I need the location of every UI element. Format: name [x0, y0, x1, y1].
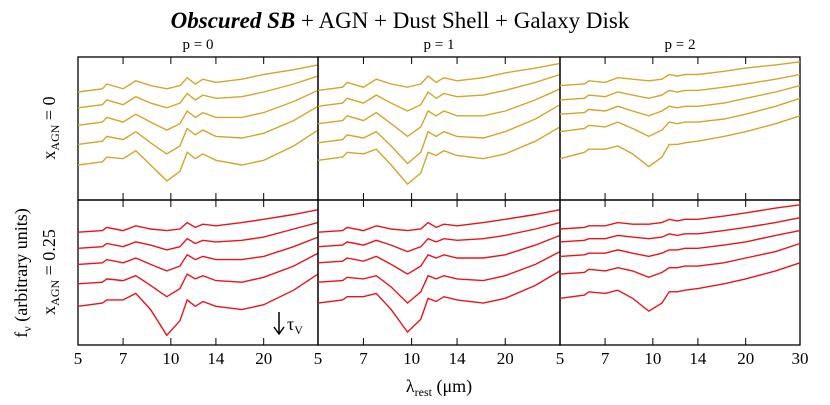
panel-frame — [317, 56, 561, 201]
spectrum-line — [559, 262, 801, 313]
spectrum-line — [317, 73, 561, 112]
spectrum-line — [559, 97, 801, 138]
spectrum-line — [77, 209, 319, 233]
panel-frame — [77, 56, 319, 201]
row-label-rest: = 0.25 — [39, 229, 59, 280]
spectrum-line — [317, 270, 561, 334]
spectrum-line — [559, 229, 801, 258]
y-axis-label: fν (arbitrary units) — [11, 208, 34, 337]
spectrum-line — [317, 209, 561, 233]
spectrum-line — [77, 252, 319, 298]
spectrum-line — [559, 84, 801, 117]
panel-frame — [559, 199, 801, 346]
spectrum-line — [559, 242, 801, 279]
spectrum-line — [77, 236, 319, 272]
y-label-rest: (arbitrary units) — [11, 208, 32, 326]
x-tick-label: 20 — [497, 349, 514, 368]
row-label-rest: = 0 — [39, 96, 59, 124]
arrow — [273, 312, 285, 336]
row-label: xAGN = 0.25 — [39, 229, 62, 315]
row-label-main: x — [39, 306, 59, 315]
spectrum-line — [559, 217, 801, 243]
x-tick-label: 14 — [689, 349, 707, 368]
x-tick-label: 30 — [792, 349, 809, 368]
title-emph: Obscured SB — [171, 8, 296, 33]
x-tick-label: 7 — [601, 349, 610, 368]
row-label-main: x — [39, 151, 59, 160]
x-tick-label: 5 — [314, 349, 323, 368]
x-tick-label: 7 — [359, 349, 368, 368]
x-tick-label: 20 — [255, 349, 272, 368]
y-label-main: f — [11, 332, 31, 338]
panel-title: p = 0 — [183, 37, 214, 53]
spectrum-line — [317, 62, 561, 92]
spectrum-line — [559, 204, 801, 230]
x-label-sub: rest — [415, 385, 433, 399]
spectrum-line — [77, 273, 319, 337]
spectrum-line — [317, 88, 561, 138]
panel-frame — [559, 56, 801, 201]
y-label-sub: ν — [20, 326, 34, 332]
x-axis-label: λrest (μm) — [406, 376, 472, 399]
row-label-sub: AGN — [48, 124, 62, 150]
spectrum-line — [77, 221, 319, 251]
spectrum-line — [559, 115, 801, 168]
title-rest: + AGN + Dust Shell + Galaxy Disk — [301, 8, 630, 33]
x-label-main: λ — [406, 376, 415, 396]
x-tick-label: 14 — [207, 349, 225, 368]
spectrum-line — [317, 221, 561, 253]
spectrum-line — [559, 73, 801, 101]
figure-title: Obscured SB + AGN + Dust Shell + Galaxy … — [171, 8, 630, 33]
x-tick-label: 10 — [162, 349, 179, 368]
spectrum-line — [559, 61, 801, 87]
x-tick-label: 20 — [737, 349, 754, 368]
panel-frame — [317, 199, 561, 346]
x-tick-label: 10 — [644, 349, 661, 368]
spectrum-line — [317, 104, 561, 165]
panel-title: p = 1 — [424, 37, 455, 53]
spectrum-line — [317, 126, 561, 186]
spectrum-line — [77, 129, 319, 182]
spectrum-line — [77, 105, 319, 155]
x-label-rest: (μm) — [432, 376, 472, 397]
annotation: τV — [287, 314, 303, 337]
annotation-sub: V — [294, 323, 303, 337]
spectrum-line — [77, 64, 319, 93]
annotation-main: τ — [287, 314, 294, 334]
x-tick-label: 14 — [449, 349, 467, 368]
row-label: xAGN = 0 — [39, 96, 62, 159]
panel-title: p = 2 — [665, 37, 696, 53]
x-tick-label: 7 — [119, 349, 128, 368]
spectrum-line — [77, 75, 319, 109]
spectrum-line — [317, 234, 561, 275]
row-label-sub: AGN — [48, 279, 62, 305]
panel-frame — [77, 199, 319, 346]
spectrum-line — [77, 89, 319, 131]
x-tick-label: 10 — [403, 349, 420, 368]
x-tick-label: 5 — [556, 349, 565, 368]
x-tick-label: 5 — [74, 349, 83, 368]
spectrum-line — [317, 250, 561, 305]
